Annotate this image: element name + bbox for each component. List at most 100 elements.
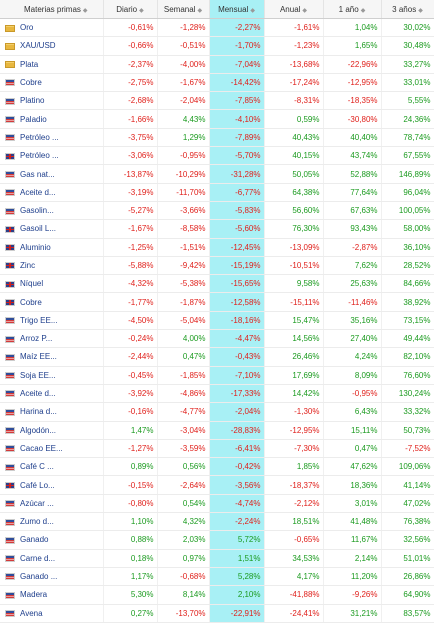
commodity-name-link[interactable]: Harina d... — [20, 407, 57, 417]
commodity-name-link[interactable]: Níquel — [20, 279, 44, 289]
folder-icon — [5, 24, 15, 32]
commodity-name-cell[interactable]: Azúcar ... — [0, 494, 104, 514]
table-row: Avena 0,27% -13,70% -22,91% -24,41% 31,21% 83,… — [0, 604, 434, 623]
monthly-change-cell: -7,04% — [209, 55, 265, 74]
header-name[interactable]: Materias primas ◆ — [0, 0, 104, 19]
weekly-change-cell: 1,29% — [157, 128, 210, 148]
commodity-name-cell[interactable]: Trigo EE... — [0, 311, 104, 331]
weekly-change-cell: 0,54% — [157, 494, 210, 514]
commodity-name-link[interactable]: Cobre — [20, 78, 42, 88]
table-row: Zumo d... 1,10% 4,32% -2,24% 18,51% 41,48% 76,… — [0, 512, 434, 532]
commodity-name-link[interactable]: Cacao EE... — [20, 443, 63, 453]
commodity-name-cell[interactable]: Ganado — [0, 530, 104, 550]
commodity-name-link[interactable]: Algodón... — [20, 425, 57, 435]
header-weekly[interactable]: Semanal ◆ — [157, 0, 210, 19]
commodity-name-link[interactable]: Platino — [20, 96, 45, 106]
commodity-name-link[interactable]: Maíz EE... — [20, 352, 57, 362]
annual-change-cell: 76,30% — [264, 219, 324, 239]
commodity-name-cell[interactable]: Maíz EE... — [0, 347, 104, 367]
commodity-name-link[interactable]: Aceite d... — [20, 187, 56, 197]
commodity-name-cell[interactable]: Café C ... — [0, 457, 104, 477]
commodity-name-link[interactable]: Avena — [20, 608, 43, 618]
commodity-name-cell[interactable]: Avena — [0, 604, 104, 623]
commodity-name-cell[interactable]: Aceite d... — [0, 183, 104, 202]
header-three-years[interactable]: 3 años ◆ — [381, 0, 434, 19]
header-monthly[interactable]: Mensual ◆ — [209, 0, 265, 19]
commodity-name-link[interactable]: Gasoil L... — [20, 224, 57, 234]
commodity-name-link[interactable]: Zumo d... — [20, 517, 54, 527]
monthly-change-cell: -22,91% — [209, 604, 265, 623]
commodity-name-link[interactable]: Carne d... — [20, 553, 56, 563]
commodity-name-cell[interactable]: Petróleo ... — [0, 128, 104, 148]
commodity-name-cell[interactable]: Carne d... — [0, 549, 104, 568]
commodity-name-link[interactable]: Petróleo ... — [20, 132, 59, 142]
commodity-name-cell[interactable]: Algodón... — [0, 421, 104, 440]
one-year-change-cell: 11,67% — [323, 530, 382, 550]
commodity-name-cell[interactable]: Níquel — [0, 274, 104, 294]
commodity-name-link[interactable]: Aluminio — [20, 242, 51, 252]
monthly-change-cell: 1,51% — [209, 549, 265, 568]
commodity-name-cell[interactable]: Gasolin... — [0, 201, 104, 221]
commodity-name-link[interactable]: Ganado — [20, 535, 49, 545]
commodity-name-link[interactable]: Madera — [20, 590, 48, 600]
commodity-name-cell[interactable]: Madera — [0, 585, 104, 605]
commodity-name-link[interactable]: Café Lo... — [20, 480, 55, 490]
commodity-name-cell[interactable]: Gasoil L... — [0, 219, 104, 239]
commodity-name-link[interactable]: Petróleo ... — [20, 151, 59, 161]
daily-change-cell: -2,44% — [103, 347, 158, 367]
commodity-name-cell[interactable]: Zumo d... — [0, 512, 104, 532]
header-daily[interactable]: Diario ◆ — [103, 0, 158, 19]
header-annual[interactable]: Anual ◆ — [264, 0, 324, 19]
commodity-name-link[interactable]: Cobre — [20, 297, 42, 307]
commodity-name-link[interactable]: Plata — [20, 59, 39, 69]
commodity-name-cell[interactable]: Platino — [0, 91, 104, 111]
commodity-name-link[interactable]: Azúcar ... — [20, 498, 54, 508]
annual-change-cell: 1,85% — [264, 457, 324, 477]
commodity-name-cell[interactable]: Cacao EE... — [0, 439, 104, 459]
us-flag-icon — [5, 79, 15, 87]
commodity-name-cell[interactable]: Plata — [0, 55, 104, 74]
daily-change-cell: 5,30% — [103, 585, 158, 605]
commodity-name-cell[interactable]: Harina d... — [0, 402, 104, 422]
commodity-name-cell[interactable]: Oro — [0, 18, 104, 38]
commodity-name-cell[interactable]: Café Lo... — [0, 475, 104, 495]
commodity-name-link[interactable]: Ganado ... — [20, 572, 58, 582]
daily-change-cell: -3,19% — [103, 183, 158, 202]
annual-change-cell: 34,53% — [264, 549, 324, 568]
header-one-year-label: 1 año — [338, 4, 359, 14]
commodity-name-cell[interactable]: Aceite d... — [0, 384, 104, 404]
commodity-name-link[interactable]: Trigo EE... — [20, 315, 58, 325]
commodity-name-cell[interactable]: Gas nat... — [0, 164, 104, 184]
annual-change-cell: 26,46% — [264, 347, 324, 367]
commodity-name-cell[interactable]: Zinc — [0, 256, 104, 276]
commodity-name-link[interactable]: Arroz P... — [20, 334, 53, 344]
daily-change-cell: -0,24% — [103, 329, 158, 349]
commodity-name-link[interactable]: XAU/USD — [20, 41, 56, 51]
commodity-name-cell[interactable]: Petróleo ... — [0, 146, 104, 166]
commodity-name-link[interactable]: Oro — [20, 23, 34, 33]
commodity-name-link[interactable]: Aceite d... — [20, 389, 56, 399]
commodity-name-link[interactable]: Café C ... — [20, 462, 54, 472]
commodity-name-cell[interactable]: Aluminio — [0, 238, 104, 257]
commodity-name-link[interactable]: Zinc — [20, 261, 36, 270]
monthly-change-cell: -15,65% — [209, 274, 265, 294]
commodity-name-cell[interactable]: XAU/USD — [0, 36, 104, 56]
commodity-name-link[interactable]: Gasolin... — [20, 206, 54, 216]
commodity-name-cell[interactable]: Ganado ... — [0, 567, 104, 587]
commodity-name-link[interactable]: Soja EE... — [20, 370, 56, 380]
annual-change-cell: 14,42% — [264, 384, 324, 404]
table-row: Plata -2,37% -4,00% -7,04% -13,68% -22,96% 33,… — [0, 55, 434, 74]
header-one-year[interactable]: 1 año ◆ — [323, 0, 382, 19]
commodity-name-link[interactable]: Paladio — [20, 114, 47, 124]
daily-change-cell: -0,66% — [103, 36, 158, 56]
commodity-name-cell[interactable]: Cobre — [0, 292, 104, 312]
commodity-name-cell[interactable]: Cobre — [0, 73, 104, 93]
folder-icon — [5, 42, 15, 50]
commodity-name-cell[interactable]: Arroz P... — [0, 329, 104, 349]
commodity-name-cell[interactable]: Paladio — [0, 109, 104, 129]
annual-change-cell: -24,41% — [264, 604, 324, 623]
us-flag-icon — [5, 390, 15, 398]
commodity-name-cell[interactable]: Soja EE... — [0, 366, 104, 385]
commodity-name-link[interactable]: Gas nat... — [20, 169, 55, 179]
daily-change-cell: -0,16% — [103, 402, 158, 422]
